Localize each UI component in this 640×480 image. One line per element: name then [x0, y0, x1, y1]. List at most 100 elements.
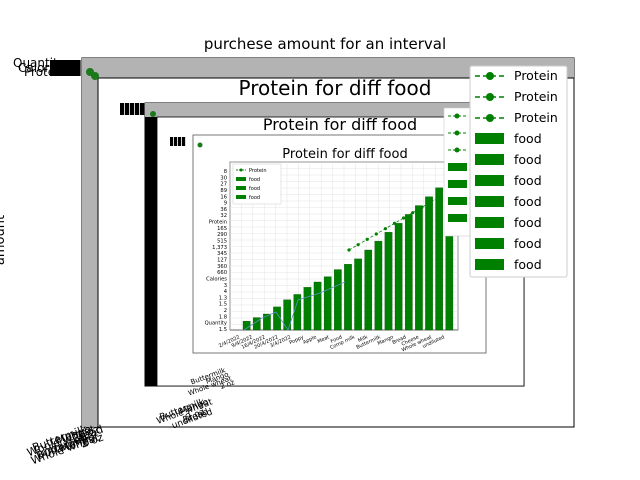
inner-y-tick-23: 1.8 — [219, 314, 227, 320]
legend-bar-marker-3 — [475, 133, 504, 144]
tick-fragment — [65, 60, 71, 76]
inner-protein-point-6 — [402, 216, 406, 220]
inner-legend: Protein food food food — [232, 163, 282, 205]
inner-y-tick-8: Protein — [209, 220, 227, 226]
inner-protein-point-7 — [411, 211, 415, 215]
mid-legend-dot-2 — [454, 147, 460, 153]
inner-y-tick-22: 2 — [224, 308, 227, 314]
main-y-tick-labels: Quantity Calories Protein — [13, 56, 81, 79]
nested-figure-3-title: Protein for diff food — [282, 147, 407, 162]
inner-protein-point-3 — [374, 232, 378, 236]
inner-y-tick-16: 660 — [217, 270, 227, 276]
mid-legend-bar-5 — [448, 197, 467, 205]
legend-label-3: food — [514, 131, 542, 146]
tick-fragment — [70, 60, 76, 76]
chart-title: purchese amount for an interval — [204, 35, 446, 53]
inner-bar-3 — [273, 306, 281, 331]
inner-y-tick-10: 290 — [217, 232, 227, 238]
nested-figure-2-title: Protein for diff food — [263, 115, 417, 134]
nested-figure-2-tick-clutter — [170, 137, 186, 146]
inner-y-tick-0: 8 — [224, 169, 227, 175]
corner-marker-4 — [197, 142, 203, 148]
inner-bar-14 — [384, 232, 393, 331]
inner-protein-point-9 — [429, 200, 433, 204]
inner-bar-6 — [303, 287, 312, 331]
inner-legend-label-2: food — [249, 186, 260, 192]
inner-protein-point-1 — [356, 243, 360, 247]
inner-bar-15 — [394, 223, 403, 331]
inner-x-tick-10: Milk — [357, 334, 369, 344]
inner-bar-12 — [364, 249, 373, 331]
inner-bar-9 — [334, 269, 342, 331]
main-y-tick-clutter — [50, 60, 81, 76]
inner-y-tick-24: Quantity — [205, 321, 227, 327]
inner-legend-dot — [239, 168, 243, 172]
inner-y-tick-2: 27 — [220, 182, 227, 188]
nested-figure-1-title: Protein for diff food — [239, 76, 432, 100]
tick-fragment — [174, 137, 178, 146]
legend-label-5: food — [514, 173, 542, 188]
corner-markers — [86, 68, 203, 148]
inner-y-tick-11: 515 — [217, 239, 227, 245]
inner-protein-point-5 — [392, 221, 397, 225]
tick-fragment — [130, 103, 135, 115]
nested-figure-2-left-bar — [145, 103, 157, 386]
inner-legend-bar-marker-1 — [236, 177, 246, 181]
nested-figure-3: Protein for diff food 83027891693632Prot… — [192, 107, 505, 354]
mid-legend-dot-0 — [454, 113, 460, 119]
inner-blue-trend — [243, 281, 346, 331]
inner-y-tick-14: 127 — [217, 257, 227, 263]
inner-y-tick-25: 1.5 — [219, 327, 227, 333]
legend-dot-2 — [486, 114, 494, 122]
tick-fragment — [120, 103, 125, 115]
inner-legend-label-1: food — [249, 177, 260, 183]
inner-bar-10 — [344, 264, 352, 331]
mid-legend-bar-6 — [448, 214, 467, 222]
inner-bar-13 — [374, 240, 383, 331]
inner-bar-2 — [263, 313, 271, 331]
inner-bar-18 — [425, 196, 433, 331]
legend-label-9: food — [514, 257, 542, 272]
tick-fragment — [125, 103, 130, 115]
inner-bar-17 — [415, 205, 423, 331]
legend-bar-marker-4 — [475, 154, 504, 165]
inner-x-tick-6: Apple — [302, 334, 317, 345]
legend-label-7: food — [514, 215, 542, 230]
inner-bar-7 — [313, 281, 322, 331]
inner-protein-line — [347, 195, 442, 252]
inner-y-tick-5: 9 — [224, 201, 227, 207]
mid-legend-bar-3 — [448, 163, 467, 171]
mid-legend-bar-4 — [448, 180, 467, 188]
inner-x-tick-7: Meat — [317, 334, 331, 345]
inner-bar-11 — [354, 258, 362, 331]
tick-fragment — [178, 137, 182, 146]
inner-bars — [242, 176, 454, 331]
inner-y-tick-1: 30 — [220, 175, 227, 181]
inner-y-tick-9: 165 — [217, 226, 227, 232]
legend-dot-1 — [486, 93, 494, 101]
inner-y-tick-4: 16 — [220, 194, 227, 200]
inner-protein-point-10 — [438, 195, 442, 199]
inner-bar-16 — [404, 214, 413, 331]
inner-legend-label-3: food — [249, 195, 260, 201]
inner-bar-4 — [283, 299, 291, 331]
inner-y-tick-3: 89 — [220, 188, 227, 194]
inner-protein-point-4 — [383, 227, 387, 231]
inner-y-tick-7: 32 — [220, 213, 227, 219]
legend-bar-marker-8 — [475, 238, 504, 249]
main-legend: Protein Protein Protein food food food food foo… — [469, 65, 568, 278]
tick-fragment — [60, 60, 66, 76]
inner-legend-label-0: Protein — [249, 168, 267, 174]
inner-y-tick-18: 3 — [224, 283, 227, 289]
corner-marker-2 — [91, 72, 99, 80]
tick-fragment — [75, 60, 81, 76]
inner-y-tick-15: 360 — [217, 264, 227, 270]
y-axis-label: amount — [0, 215, 8, 265]
legend-label-8: food — [514, 236, 542, 251]
inner-y-tick-17: Calories — [206, 276, 227, 282]
tick-fragment — [140, 103, 145, 115]
corner-marker-3 — [150, 111, 156, 117]
inner-y-tick-13: 345 — [217, 251, 227, 257]
tick-fragment — [170, 137, 174, 146]
